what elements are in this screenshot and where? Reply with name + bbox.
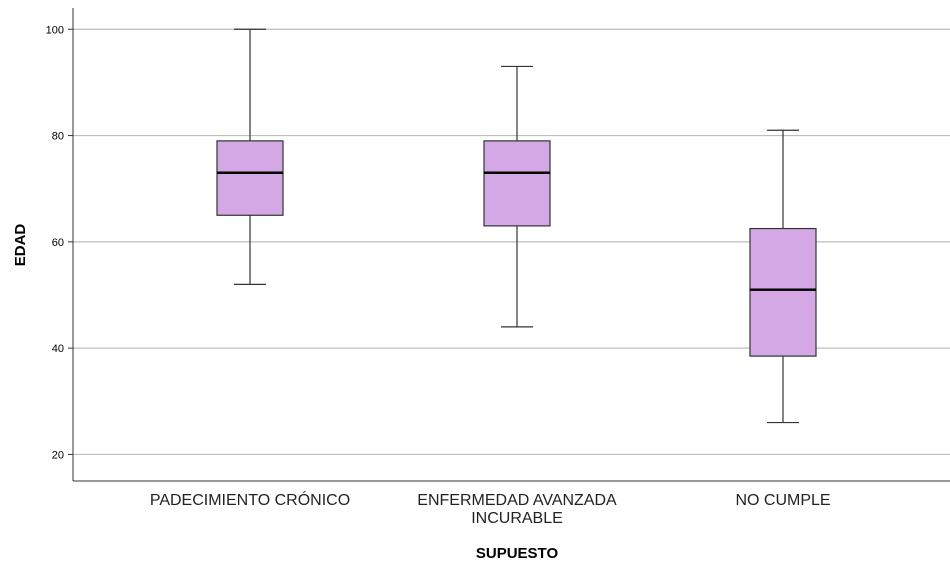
box-group <box>483 65 551 328</box>
y-tick-labels: 20 40 60 80 100 <box>46 24 64 461</box>
box-group <box>216 28 284 285</box>
y-tick-label: 60 <box>52 237 64 249</box>
iqr-box <box>216 140 284 216</box>
y-tick-label: 100 <box>46 24 64 36</box>
y-tick-label: 80 <box>52 131 64 143</box>
grid-lines <box>73 28 950 456</box>
category-labels: PADECIMIENTO CRÓNICO ENFERMEDAD AVANZADA I… <box>150 490 831 527</box>
y-tick-label: 40 <box>52 343 64 355</box>
category-label-line: INCURABLE <box>471 510 563 527</box>
iqr-box <box>749 227 817 357</box>
category-label-line: ENFERMEDAD AVANZADA <box>417 492 617 509</box>
category-label-line: PADECIMIENTO CRÓNICO <box>150 490 350 509</box>
category-label: ENFERMEDAD AVANZADA INCURABLE <box>417 492 617 527</box>
x-axis-label: SUPUESTO <box>476 545 559 562</box>
box-group <box>749 129 817 424</box>
category-label-line: NO CUMPLE <box>735 492 830 509</box>
axes <box>68 8 950 482</box>
boxes <box>216 28 817 424</box>
iqr-box <box>483 140 551 227</box>
category-label: PADECIMIENTO CRÓNICO <box>150 490 350 509</box>
category-label: NO CUMPLE <box>735 492 830 509</box>
y-axis-label: EDAD <box>12 224 29 267</box>
y-tick-label: 20 <box>52 449 64 461</box>
